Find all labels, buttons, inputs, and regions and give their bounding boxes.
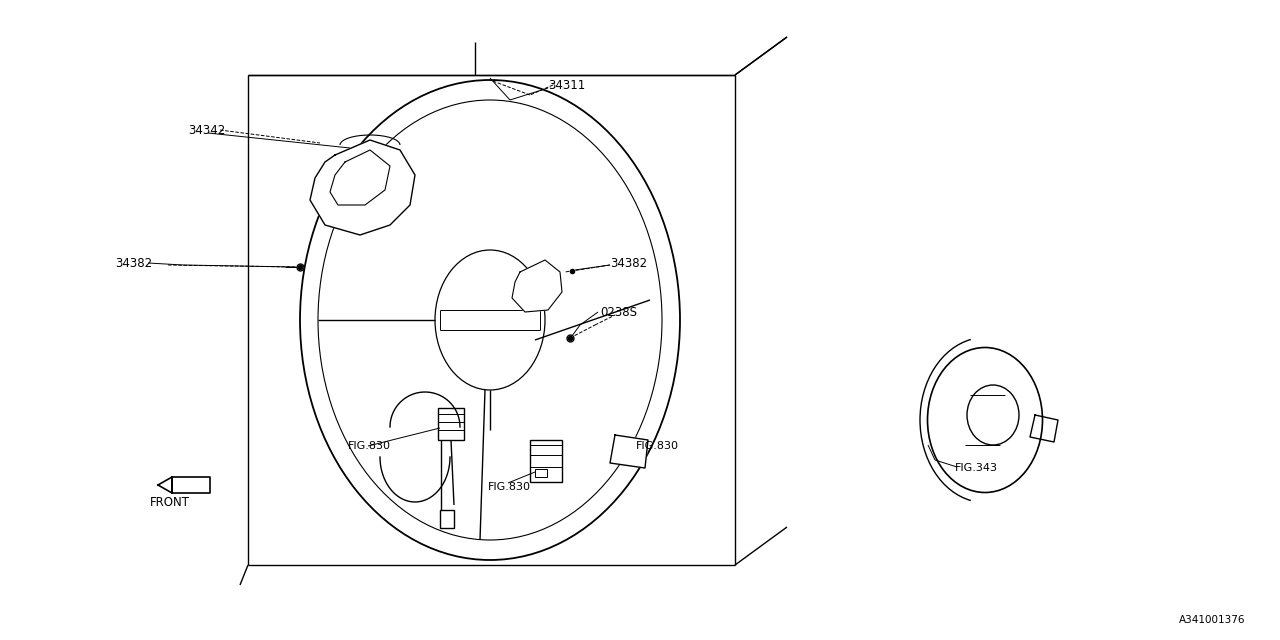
Polygon shape [512, 260, 562, 312]
Polygon shape [310, 140, 415, 235]
Text: FRONT: FRONT [150, 495, 189, 509]
Text: 34382: 34382 [611, 257, 648, 269]
Bar [440, 510, 454, 528]
Polygon shape [157, 477, 210, 493]
Text: A341001376: A341001376 [1179, 615, 1245, 625]
Text: FIG.343: FIG.343 [955, 463, 998, 473]
Bar [438, 408, 465, 440]
Bar [530, 440, 562, 482]
Text: 34311: 34311 [548, 79, 585, 92]
Text: FIG.830: FIG.830 [636, 441, 678, 451]
Bar [535, 469, 547, 477]
Text: 0238S: 0238S [600, 305, 637, 319]
Text: 34342: 34342 [188, 124, 225, 136]
Text: FIG.830: FIG.830 [348, 441, 390, 451]
Polygon shape [611, 435, 648, 468]
Text: FIG.830: FIG.830 [488, 482, 531, 492]
Text: 34382: 34382 [115, 257, 152, 269]
